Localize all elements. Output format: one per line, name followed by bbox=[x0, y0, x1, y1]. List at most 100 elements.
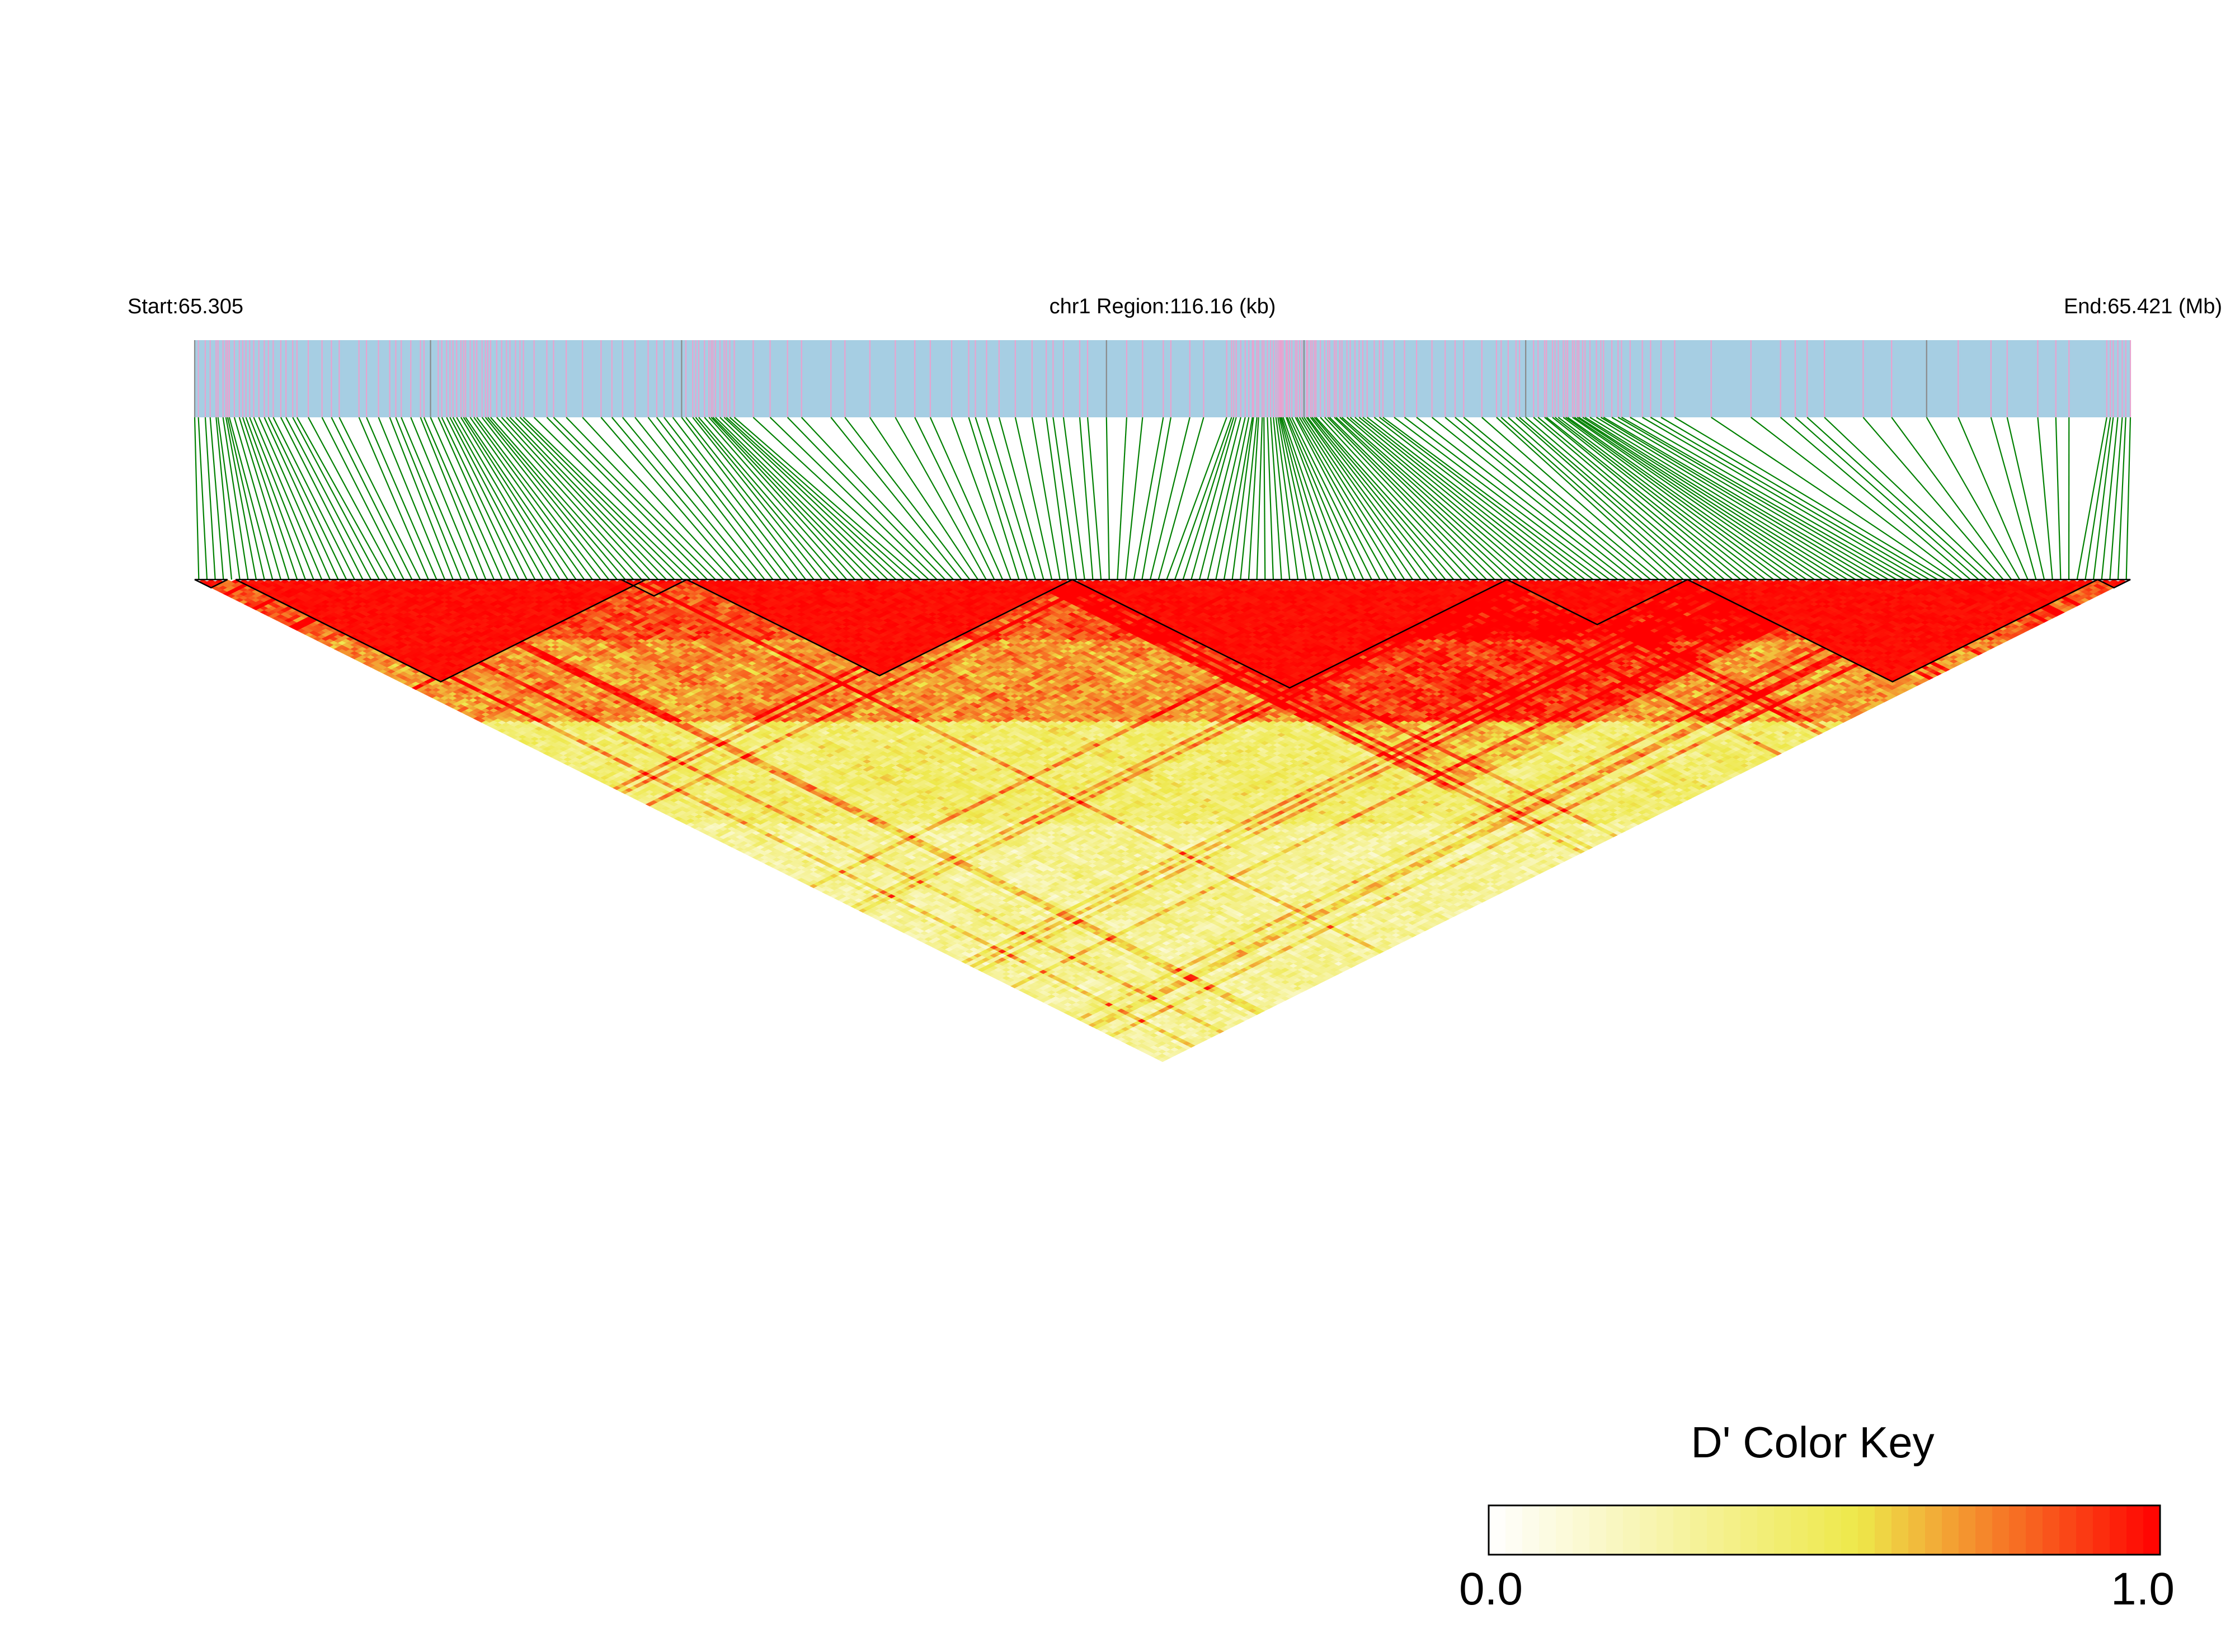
snp-connector bbox=[1124, 417, 1144, 580]
snp-connector bbox=[1496, 417, 1676, 580]
snp-connector bbox=[1611, 417, 1889, 580]
snp-connector bbox=[487, 417, 626, 580]
snp-connector bbox=[484, 417, 618, 580]
snp-connector bbox=[519, 417, 684, 580]
snp-connector bbox=[253, 417, 323, 580]
snp-connector bbox=[914, 417, 995, 580]
snp-connector bbox=[1711, 417, 1955, 580]
snp-connector bbox=[2109, 417, 2123, 580]
snp-connector bbox=[769, 417, 938, 580]
snp-connector bbox=[1215, 417, 1250, 580]
snp-connector bbox=[1444, 417, 1643, 580]
snp-connector bbox=[622, 417, 757, 580]
snp-connector bbox=[1546, 417, 1749, 580]
snp-connector bbox=[1282, 417, 1340, 580]
snp-connector bbox=[1346, 417, 1536, 580]
snp-connector bbox=[1256, 417, 1263, 580]
snp-connector bbox=[1291, 417, 1372, 580]
snp-connector bbox=[1603, 417, 1881, 580]
snp-connector bbox=[1554, 417, 1766, 580]
snp-connector bbox=[2037, 417, 2053, 580]
snp-connector bbox=[2117, 417, 2126, 580]
snp-connector bbox=[708, 417, 856, 580]
snp-connector bbox=[1926, 417, 2021, 580]
snp-connector bbox=[723, 417, 897, 580]
snp-connector bbox=[194, 417, 200, 580]
snp-connector bbox=[1310, 417, 1438, 580]
snp-connector bbox=[692, 417, 823, 580]
snp-connector bbox=[238, 417, 290, 580]
snp-connector bbox=[1149, 417, 1191, 580]
snp-connector bbox=[1158, 417, 1204, 580]
snp-connector bbox=[566, 417, 724, 580]
snp-connector bbox=[733, 417, 921, 580]
snp-connector bbox=[292, 417, 380, 580]
snp-connector bbox=[1891, 417, 2012, 580]
snp-connector bbox=[321, 417, 404, 580]
snp-connector bbox=[1379, 417, 1594, 580]
snp-connector bbox=[1306, 417, 1422, 580]
snp-connector bbox=[1335, 417, 1512, 580]
snp-connector bbox=[1431, 417, 1635, 580]
snp-connector bbox=[1567, 417, 1799, 580]
snp-connector bbox=[1621, 417, 1905, 580]
snp-connector bbox=[227, 417, 265, 580]
snp-connector bbox=[695, 417, 831, 580]
snp-connector bbox=[1231, 417, 1254, 580]
snp-connector bbox=[1806, 417, 1988, 580]
snp-connector bbox=[463, 417, 569, 580]
snp-connector bbox=[1533, 417, 1725, 580]
snp-connector bbox=[506, 417, 659, 580]
snp-connector bbox=[1141, 417, 1171, 580]
snp-connector bbox=[546, 417, 708, 580]
snp-connector bbox=[258, 417, 331, 580]
snp-connector bbox=[1455, 417, 1651, 580]
snp-connector bbox=[1315, 417, 1462, 580]
snp-connector bbox=[1525, 417, 1717, 580]
snp-connector bbox=[366, 417, 437, 580]
snp-connector bbox=[1223, 417, 1253, 580]
snp-tick-group bbox=[194, 340, 2132, 417]
snp-connector bbox=[1572, 417, 1807, 580]
snp-connector bbox=[1086, 417, 1102, 580]
snp-connector bbox=[1062, 417, 1085, 580]
ld-heatmap bbox=[198, 579, 2127, 1062]
snp-connector bbox=[664, 417, 790, 580]
snp-connector bbox=[222, 417, 249, 580]
snp-connector bbox=[1046, 417, 1069, 580]
snp-connector bbox=[968, 417, 1020, 580]
snp-connector bbox=[264, 417, 339, 580]
snp-connector bbox=[1287, 417, 1356, 580]
snp-connector bbox=[729, 417, 913, 580]
snp-connector bbox=[672, 417, 798, 580]
snp-connector bbox=[1642, 417, 1922, 580]
snp-connector bbox=[441, 417, 520, 580]
snp-connector bbox=[1275, 417, 1298, 580]
snp-connector bbox=[1166, 417, 1227, 580]
snp-connector bbox=[1394, 417, 1610, 580]
snp-connector bbox=[1278, 417, 1315, 580]
region-start-label: Start:65.305 bbox=[128, 295, 243, 318]
snp-connector bbox=[2085, 417, 2111, 580]
snp-connector bbox=[2055, 417, 2062, 580]
snp-connector bbox=[830, 417, 962, 580]
snp-connector bbox=[1516, 417, 1701, 580]
snp-connector bbox=[1248, 417, 1259, 580]
snp-connector bbox=[272, 417, 355, 580]
snp-connector bbox=[2006, 417, 2045, 580]
snp-connector bbox=[1031, 417, 1061, 580]
snp-connector bbox=[1382, 417, 1602, 580]
snp-connector bbox=[2101, 417, 2119, 580]
snp-connector bbox=[711, 417, 864, 580]
snp-connector bbox=[1862, 417, 2004, 580]
snp-connector bbox=[1578, 417, 1832, 580]
snp-connector bbox=[1279, 417, 1323, 580]
snp-connector bbox=[249, 417, 314, 580]
snp-connector bbox=[420, 417, 487, 580]
snp-connector bbox=[634, 417, 765, 580]
snp-connector bbox=[389, 417, 454, 580]
snp-connector bbox=[338, 417, 421, 580]
snp-connector bbox=[1207, 417, 1246, 580]
snp-connector bbox=[481, 417, 610, 580]
snp-connector bbox=[225, 417, 257, 580]
